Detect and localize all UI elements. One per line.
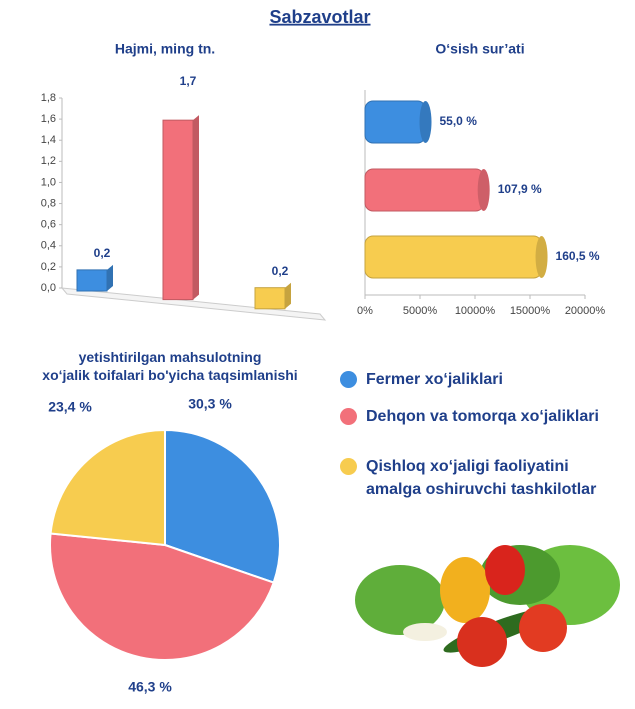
y-tick-label: 1,2 (41, 155, 56, 167)
bar-side (107, 264, 113, 291)
bar (364, 168, 485, 212)
pie-slice (49, 532, 275, 661)
y-tick-label: 1,4 (41, 134, 56, 146)
value-label: 107,9 % (498, 182, 542, 196)
y-tick-label: 0,8 (41, 197, 56, 209)
chart-title: Hajmi, ming tn. (115, 41, 215, 57)
y-tick-label: 0,0 (41, 282, 56, 294)
floor (60, 287, 327, 321)
bar-cap (419, 101, 432, 143)
legend-swatch (340, 408, 357, 425)
y-tick-label: 1,6 (41, 113, 56, 125)
legend-swatch (340, 371, 357, 388)
legend-swatch (340, 458, 357, 475)
y-tick-label: 0,6 (41, 219, 56, 231)
vegetables-illustration (355, 545, 620, 667)
bar (364, 100, 426, 144)
x-tick-label: 10000% (455, 305, 496, 317)
x-tick-label: 15000% (510, 305, 551, 317)
bar-side (193, 115, 199, 300)
y-tick-label: 0,2 (41, 261, 56, 273)
value-label: 160,5 % (556, 249, 600, 263)
value-label: 0,2 (94, 246, 111, 260)
y-tick-label: 1,8 (41, 92, 56, 104)
bar-cap (535, 236, 548, 278)
bar (76, 269, 108, 292)
legend-item: Fermer xo‘jaliklari (340, 368, 625, 391)
chart-title: yetishtirilgan mahsulotning xo‘jalik toi… (42, 349, 298, 383)
legend-item: Dehqon va tomorqa xo‘jaliklari (340, 405, 625, 428)
value-label: 46,3 % (128, 679, 172, 695)
bar (254, 287, 286, 310)
x-tick-label: 0% (357, 305, 373, 317)
page-title: Sabzavotlar (269, 7, 370, 27)
value-label: 55,0 % (440, 114, 478, 128)
pie-slice (49, 428, 166, 547)
chart-title: O‘sish sur’ati (435, 41, 524, 57)
bar-cap (477, 169, 490, 211)
bar (162, 119, 194, 301)
legend-item: Qishloq xo‘jaligi faoliyatini amalga osh… (340, 455, 625, 501)
y-tick-label: 0,4 (41, 240, 56, 252)
legend-label: Dehqon va tomorqa xo‘jaliklari (366, 408, 599, 425)
y-tick-label: 1,0 (41, 176, 56, 188)
pie-slice (164, 428, 281, 584)
legend-label: Qishloq xo‘jaligi faoliyatini amalga osh… (366, 458, 597, 498)
x-tick-label: 5000% (403, 305, 437, 317)
value-label: 1,7 (180, 74, 197, 88)
value-label: 23,4 % (48, 399, 92, 415)
bar-side (285, 282, 291, 309)
legend-label: Fermer xo‘jaliklari (366, 371, 503, 388)
value-label: 30,3 % (188, 396, 232, 412)
value-label: 0,2 (272, 264, 289, 278)
x-tick-label: 20000% (565, 305, 606, 317)
bar (364, 235, 543, 279)
